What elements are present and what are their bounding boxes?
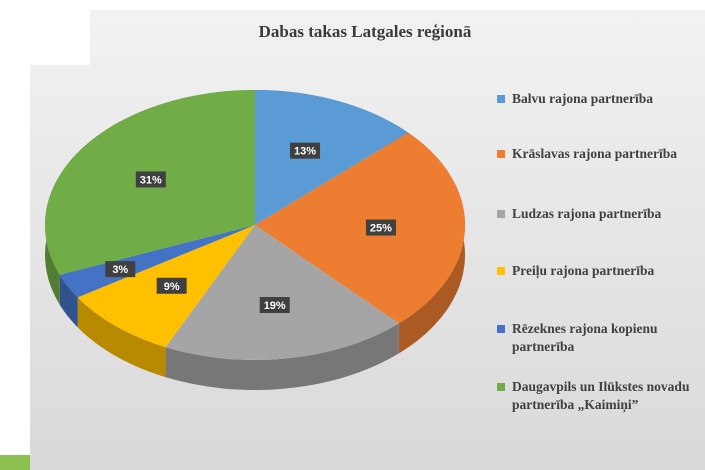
slice-side xyxy=(77,297,166,378)
legend-item: Rēzeknes rajona kopienu partnerība xyxy=(497,320,694,356)
data-label: 3% xyxy=(112,264,128,276)
pie-slice xyxy=(59,225,256,298)
legend-swatch xyxy=(497,267,505,275)
data-label: 13% xyxy=(294,146,316,158)
data-label-box xyxy=(290,142,321,159)
legend-swatch xyxy=(497,210,505,218)
data-label-box xyxy=(156,277,187,294)
legend-label: Ludzas rajona partnerība xyxy=(512,206,662,221)
accent-bar xyxy=(0,455,30,470)
legend-label: Krāslavas rajona partnerība xyxy=(512,146,677,161)
pie-slice xyxy=(255,132,466,324)
legend-label: Rēzeknes rajona kopienu partnerība xyxy=(512,321,658,354)
data-label: 9% xyxy=(164,281,180,293)
slice-side xyxy=(165,323,399,390)
pie-slice xyxy=(255,90,409,225)
data-label-box xyxy=(365,219,396,236)
legend-swatch xyxy=(497,383,505,391)
legend-item: Balvu rajona partnerība xyxy=(497,90,694,108)
data-label: 31% xyxy=(140,174,162,186)
slice-side xyxy=(59,274,78,328)
legend: Balvu rajona partnerība Krāslavas rajona … xyxy=(497,0,705,470)
legend-item: Ludzas rajona partnerība xyxy=(497,205,694,223)
data-label: 25% xyxy=(370,223,392,235)
pie-slice xyxy=(165,225,399,360)
data-label-box xyxy=(135,171,166,188)
data-label-box xyxy=(105,261,136,278)
chart-title: Dabas takas Latgales reģionā xyxy=(259,22,472,41)
legend-label: Daugavpils un Ilūkstes novadu partnerība… xyxy=(512,379,690,412)
legend-swatch xyxy=(497,325,505,333)
legend-item: Daugavpils un Ilūkstes novadu partnerība… xyxy=(497,378,694,414)
legend-label: Balvu rajona partnerība xyxy=(512,91,654,106)
legend-label: Preiļu rajona partnerība xyxy=(512,263,655,278)
legend-item: Preiļu rajona partnerība xyxy=(497,262,694,280)
legend-item: Krāslavas rajona partnerība xyxy=(497,145,694,163)
legend-swatch xyxy=(497,150,505,158)
data-label: 19% xyxy=(264,300,286,312)
legend-swatch xyxy=(497,95,505,103)
data-label-box xyxy=(259,297,290,314)
